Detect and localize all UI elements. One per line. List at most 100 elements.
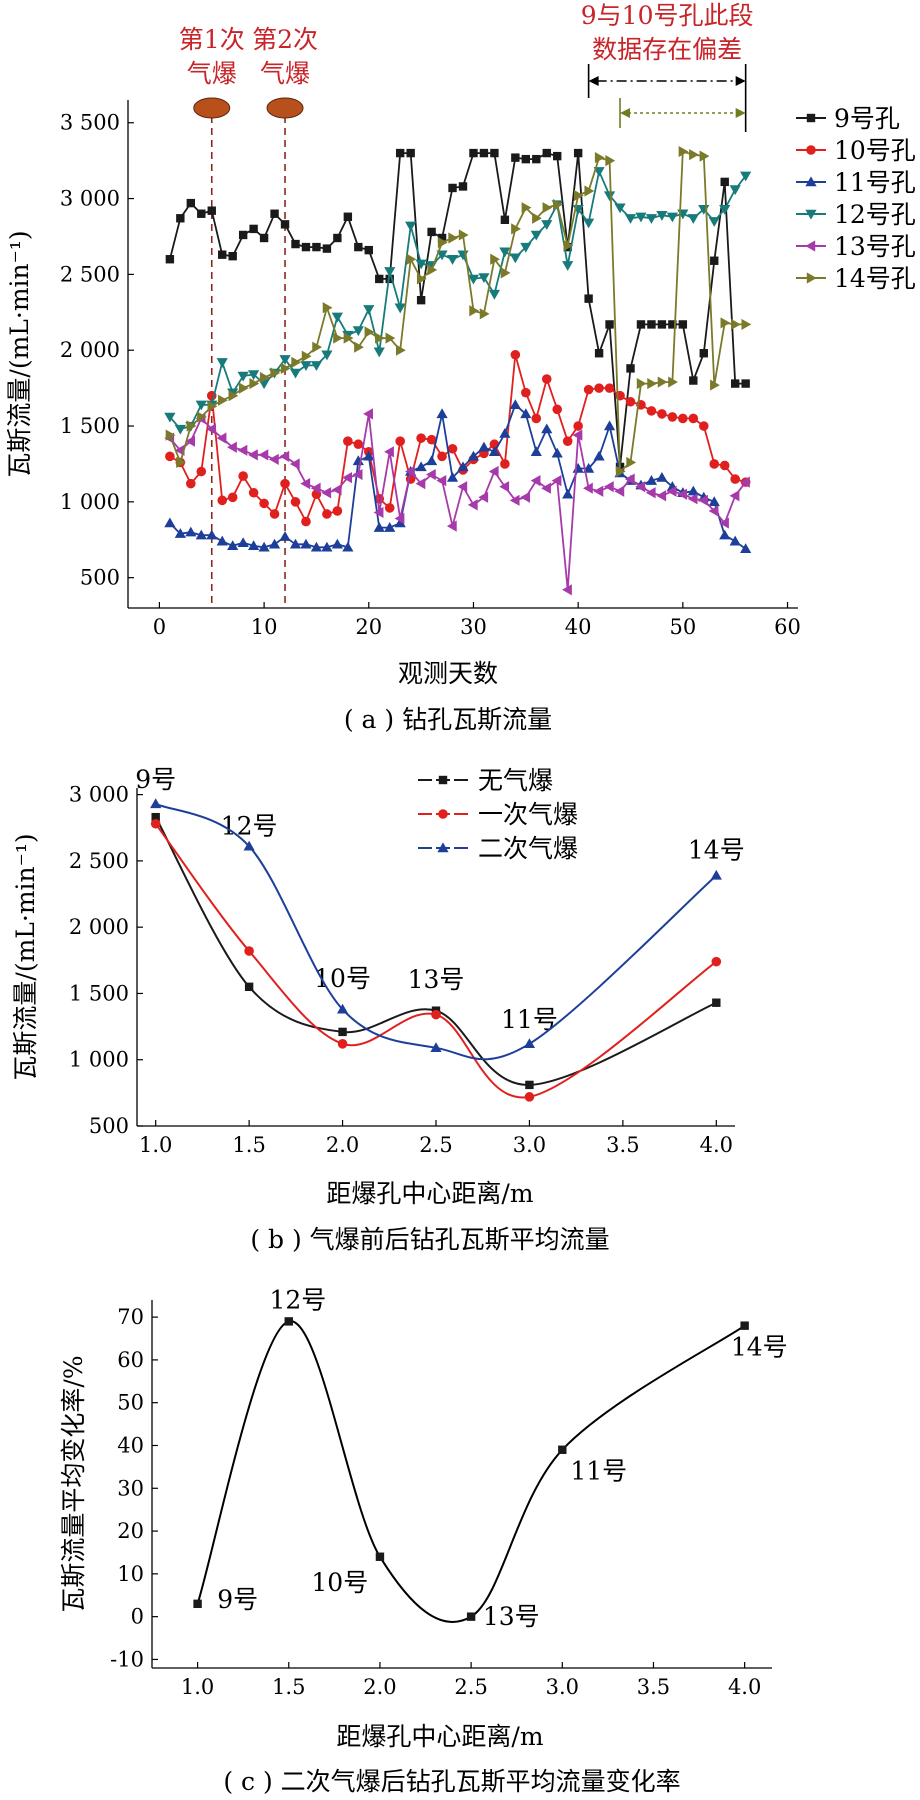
data-point [488, 289, 501, 300]
legend-label: 一次气爆 [478, 800, 578, 829]
data-point [657, 376, 668, 388]
data-point [216, 432, 227, 444]
data-point [394, 303, 406, 314]
data-point [207, 206, 216, 215]
data-point [394, 512, 405, 525]
data-point [332, 506, 343, 516]
y-tick-label: 40 [117, 1433, 144, 1457]
data-point [532, 154, 541, 164]
data-point [647, 320, 656, 329]
legend-swatch-marker [805, 176, 817, 187]
data-point [338, 1027, 347, 1037]
data-point [436, 408, 448, 419]
data-point [524, 1092, 535, 1102]
data-point [301, 242, 311, 252]
data-point [710, 256, 719, 265]
caption-c: ( c ) 二次气爆后钻孔瓦斯平均流量变化率 [223, 1767, 680, 1796]
data-point [248, 487, 259, 498]
data-point [437, 451, 447, 462]
data-point [228, 251, 237, 261]
series-c [193, 1317, 749, 1623]
data-point [321, 350, 333, 361]
data-point [244, 946, 254, 956]
data-point [310, 482, 321, 494]
data-point [479, 148, 489, 158]
data-point [218, 394, 228, 406]
data-point [719, 460, 730, 471]
data-point [248, 449, 258, 461]
data-point [227, 441, 237, 453]
legend-swatch-marker [806, 272, 817, 284]
data-point [730, 379, 740, 388]
data-point [394, 517, 406, 528]
series-line [169, 152, 746, 468]
data-point [635, 481, 646, 493]
x-tick-label: 2.5 [454, 1675, 487, 1699]
legend-swatch-marker [806, 113, 816, 123]
data-point [312, 341, 323, 353]
data-point [530, 230, 542, 241]
data-point [521, 387, 531, 398]
data-point [532, 212, 542, 224]
point-label: 9号 [217, 1585, 258, 1614]
point-label: 14号 [688, 835, 745, 864]
data-point [249, 224, 258, 234]
data-point [436, 250, 448, 261]
deviation-inner-arrowhead-right [735, 108, 746, 118]
data-point [227, 540, 239, 551]
series-b-2 [150, 818, 722, 1102]
x-tick-label: 20 [355, 615, 382, 639]
point-label: 11号 [570, 1457, 627, 1486]
point-label: 14号 [731, 1333, 788, 1362]
data-point [446, 520, 457, 532]
data-point [720, 177, 729, 187]
data-point [469, 305, 480, 317]
data-point [594, 383, 604, 393]
data-point [431, 1009, 441, 1020]
data-point [279, 531, 291, 541]
legend-label: 12号孔 [834, 200, 916, 229]
data-point [712, 998, 721, 1007]
x-axis-title: 距爆孔中心距离/m [336, 1722, 543, 1751]
data-point [206, 423, 216, 435]
series-curve [154, 823, 717, 1099]
data-point [490, 148, 499, 158]
data-point [354, 341, 364, 353]
data-point [500, 459, 510, 469]
legend-swatch-marker [438, 775, 448, 785]
data-point [584, 294, 593, 303]
data-point [405, 465, 415, 478]
data-point [176, 214, 185, 223]
point-label: 13号 [483, 1602, 540, 1631]
data-point [384, 522, 396, 532]
x-tick-label: 1.0 [139, 1133, 172, 1157]
data-point [289, 538, 302, 549]
data-point [677, 488, 688, 500]
x-tick-label: 3.0 [546, 1675, 579, 1699]
data-point [384, 446, 394, 458]
data-point [708, 505, 719, 517]
data-point [740, 1321, 749, 1330]
data-point [300, 361, 312, 371]
data-point [584, 185, 595, 197]
caption-b: ( b ) 气爆前后钻孔瓦斯平均流量 [250, 1225, 609, 1254]
blast-1-oval [193, 97, 231, 119]
data-point [301, 516, 311, 527]
x-tick-label: 40 [565, 615, 592, 639]
point-label: 12号 [221, 811, 278, 840]
panel-c: 1.0 1.5 2.0 2.5 3.0 3.5 4.0 -10 0 10 20 30 40 50 60 70 距… [59, 1286, 788, 1796]
y-tick-label: 20 [117, 1519, 144, 1543]
data-point [415, 478, 426, 490]
data-point [174, 424, 186, 435]
panel-b: 1.0 1.5 2.0 2.5 3.0 3.5 4.0 500 1 000 1 500 2 000 2… [11, 765, 745, 1254]
y-tick-label: 60 [117, 1348, 144, 1372]
data-point [511, 153, 520, 162]
data-point [375, 1552, 385, 1561]
legend-swatch-marker [806, 145, 816, 155]
data-point [666, 485, 677, 497]
data-point [678, 145, 689, 158]
data-point [562, 261, 574, 271]
data-point [551, 447, 563, 458]
data-point [562, 584, 572, 596]
x-tick-label: 1.5 [272, 1675, 305, 1699]
